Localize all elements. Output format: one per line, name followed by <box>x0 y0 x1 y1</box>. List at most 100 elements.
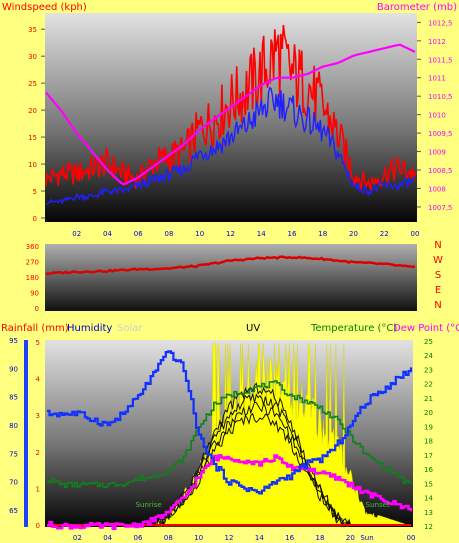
dewpoint-line <box>47 454 413 530</box>
wind-x-tick-label: 08 <box>165 230 174 238</box>
solar-axis-label: Solar <box>117 323 143 334</box>
temp-x-tick-label: 08 <box>164 534 173 542</box>
wind-x-tick-label: 06 <box>134 230 143 238</box>
temp-x-tick-label: 10 <box>194 534 203 542</box>
uv-axis-label: UV <box>246 323 260 334</box>
wind-x-tick-label: 10 <box>195 230 204 238</box>
rain-tick-label: 2 <box>36 449 40 457</box>
temp-x-tick-label: 16 <box>285 534 294 542</box>
sunrise-label: Sunrise <box>136 501 162 509</box>
barometer-tick-label: 1011 <box>428 75 446 83</box>
direction-tick-label: 180 <box>26 274 39 282</box>
barometer-tick-label: 1012,5 <box>428 19 453 27</box>
wind-tick-label: 20 <box>28 107 37 115</box>
wind-x-tick-label: 16 <box>288 230 297 238</box>
barometer-tick-label: 1008,5 <box>428 167 453 175</box>
windspeed-line <box>45 24 416 191</box>
barometer-tick-label: 1012 <box>428 38 446 46</box>
panel-direction-background <box>45 244 417 311</box>
wind-x-tick-label: 04 <box>103 230 112 238</box>
rainfall-axis-label: Rainfall (mm) <box>1 323 69 334</box>
wind-axis-label: Windspeed (kph) <box>2 2 87 13</box>
average-wind-line <box>45 86 416 205</box>
dewpoint-axis-label: Dew Point (°C <box>393 323 459 334</box>
temperature-tick-label: 22 <box>424 381 433 389</box>
temp-x-tick-label: 00 <box>407 534 416 542</box>
temperature-tick-label: 12 <box>424 523 433 531</box>
humidity-axis-label: Humidity <box>67 323 112 334</box>
temperature-tick-label: 25 <box>424 338 433 346</box>
barometer-axis-label: Barometer (mb) <box>377 2 457 13</box>
barometer-tick-label: 1011,5 <box>428 56 453 64</box>
barometer-tick-label: 1009,5 <box>428 130 453 138</box>
temperature-tick-label: 14 <box>424 495 433 503</box>
wind-tick-label: 15 <box>28 134 37 142</box>
temp-x-tick-label: 12 <box>225 534 234 542</box>
barometer-tick-label: 1008 <box>428 185 446 193</box>
wind-x-tick-label: 00 <box>411 230 420 238</box>
humidity-tick-label: 95 <box>9 337 18 345</box>
temperature-tick-label: 20 <box>424 409 433 417</box>
temp-x-tick-label: 06 <box>134 534 143 542</box>
temperature-tick-label: 16 <box>424 466 433 474</box>
temperature-tick-label: 15 <box>424 480 433 488</box>
temperature-line <box>47 380 412 489</box>
rain-tick-label: 0 <box>36 522 40 530</box>
wind-tick-label: 5 <box>33 188 37 196</box>
wind-x-tick-label: 20 <box>349 230 358 238</box>
temp-x-tick-label: 18 <box>316 534 325 542</box>
humidity-tick-label: 70 <box>9 479 18 487</box>
wind-x-tick-label: 12 <box>226 230 235 238</box>
humidity-axis-bar <box>24 340 28 527</box>
temp-x-tick-label: 20 <box>346 534 355 542</box>
wind-x-tick-label: 14 <box>257 230 266 238</box>
temperature-tick-label: 24 <box>424 352 433 360</box>
temp-x-tick-label: Sun <box>360 534 373 542</box>
rain-tick-label: 5 <box>36 339 40 347</box>
humidity-tick-label: 90 <box>9 365 18 373</box>
direction-tick-label: 360 <box>26 243 39 251</box>
temperature-tick-label: 13 <box>424 509 433 517</box>
wind-tick-label: 10 <box>28 161 37 169</box>
wind-x-tick-label: 22 <box>380 230 389 238</box>
temp-x-tick-label: 14 <box>255 534 264 542</box>
temp-x-tick-label: 02 <box>73 534 82 542</box>
wind-tick-label: 0 <box>33 215 37 223</box>
barometer-tick-label: 1009 <box>428 149 446 157</box>
wind-x-tick-label: 02 <box>72 230 81 238</box>
humidity-line <box>47 350 413 495</box>
humidity-tick-label: 75 <box>9 450 18 458</box>
temperature-tick-label: 21 <box>424 395 433 403</box>
barometer-tick-label: 1007,5 <box>428 204 453 212</box>
direction-compass-label: W <box>433 255 443 266</box>
sunset-label: Sunset <box>366 501 390 509</box>
direction-compass-label: N <box>434 240 441 251</box>
direction-compass-label: S <box>435 270 441 281</box>
wind-x-tick-label: 18 <box>318 230 327 238</box>
temperature-tick-label: 17 <box>424 452 433 460</box>
temperature-axis-label: Temperature (°C) <box>310 323 397 334</box>
wind-tick-label: 30 <box>28 53 37 61</box>
rain-tick-label: 1 <box>36 485 40 493</box>
wind-tick-label: 25 <box>28 80 37 88</box>
temperature-tick-label: 19 <box>424 423 433 431</box>
temp-x-tick-label: 04 <box>103 534 112 542</box>
direction-tick-label: 270 <box>26 259 39 267</box>
direction-tick-label: 90 <box>30 290 39 298</box>
humidity-tick-label: 80 <box>9 422 18 430</box>
rain-tick-label: 3 <box>36 412 40 420</box>
barometer-tick-label: 1010,5 <box>428 93 453 101</box>
direction-compass-label: E <box>435 285 441 296</box>
direction-line <box>45 255 415 276</box>
rain-tick-label: 4 <box>36 376 41 384</box>
barometer-line <box>45 43 416 186</box>
humidity-tick-label: 85 <box>9 394 18 402</box>
direction-compass-label: N <box>434 300 441 311</box>
temperature-tick-label: 18 <box>424 438 433 446</box>
barometer-tick-label: 1010 <box>428 112 446 120</box>
wind-tick-label: 35 <box>28 26 37 34</box>
temperature-tick-label: 23 <box>424 366 433 374</box>
direction-tick-label: 0 <box>35 305 39 313</box>
humidity-tick-label: 65 <box>9 507 18 515</box>
